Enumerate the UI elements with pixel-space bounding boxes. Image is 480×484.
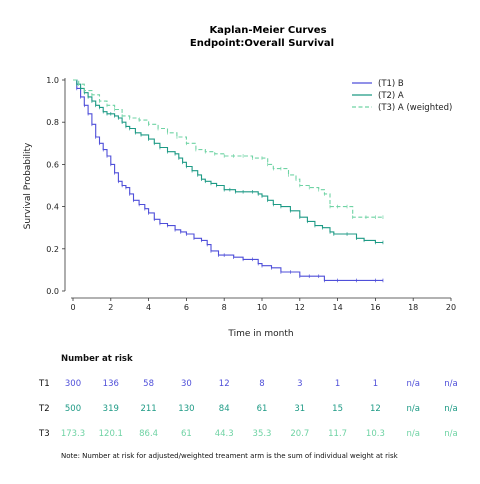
risk-cell: 136 — [103, 379, 119, 389]
x-tick-label: 16 — [370, 303, 380, 312]
risk-cell: 15 — [332, 404, 343, 414]
risk-cell: 11.7 — [328, 429, 347, 439]
x-tick-label: 2 — [108, 303, 113, 312]
risk-cell: 58 — [143, 379, 154, 389]
risk-cell: 61 — [181, 429, 192, 439]
y-axis-label: Survival Probability — [23, 142, 33, 229]
x-tick-label: 18 — [408, 303, 418, 312]
risk-cell: 319 — [103, 404, 119, 414]
risk-cell: 35.3 — [253, 429, 272, 439]
risk-cell: 3 — [297, 379, 302, 389]
risk-cell: 120.1 — [99, 429, 123, 439]
legend-label: (T1) B — [378, 79, 404, 89]
risk-cell: 10.3 — [366, 429, 385, 439]
survival-curve-t3-a-weighted — [73, 79, 383, 218]
y-tick-label: 0.6 — [46, 160, 59, 169]
risk-cell: 1 — [373, 379, 378, 389]
risk-cell: 211 — [140, 404, 156, 414]
risk-cell: 20.7 — [290, 429, 309, 439]
risk-cell: 300 — [65, 379, 81, 389]
risk-cell: 86.4 — [139, 429, 158, 439]
x-tick-label: 20 — [446, 303, 456, 312]
x-tick-label: 0 — [70, 303, 75, 312]
risk-row-label: T2 — [38, 404, 50, 414]
x-axis-label: Time in month — [227, 329, 293, 339]
risk-cell: 44.3 — [215, 429, 234, 439]
y-tick-label: 0.0 — [46, 287, 59, 296]
risk-cell: n/a — [444, 404, 457, 414]
risk-table: T1 300 136 58 30 12 8 3 1 1 n/a n/aT2 500 319 211 130 84… — [38, 379, 458, 439]
risk-table-title: Number at risk — [61, 354, 133, 364]
y-tick-label: 0.8 — [46, 118, 59, 127]
survival-curves — [73, 79, 384, 283]
risk-table-note: Note: Number at risk for adjusted/weight… — [61, 452, 399, 460]
risk-cell: 31 — [294, 404, 305, 414]
x-tick-label: 12 — [295, 303, 305, 312]
risk-cell: n/a — [444, 429, 457, 439]
chart-subtitle: Endpoint:Overall Survival — [190, 38, 334, 49]
risk-cell: 12 — [370, 404, 381, 414]
axes: 0 2 4 6 8 10 12 14 16 18 20 0.0 0.2 0.4 0.6 0.8 1.0 — [46, 76, 456, 312]
risk-row-label: T1 — [38, 379, 50, 389]
risk-cell: n/a — [406, 429, 419, 439]
risk-cell: 1 — [335, 379, 340, 389]
risk-row-label: T3 — [38, 429, 50, 439]
risk-cell: 173.3 — [61, 429, 85, 439]
legend: (T1) B (T2) A (T3) A (weighted) — [352, 79, 452, 113]
x-tick-label: 4 — [146, 303, 151, 312]
risk-cell: n/a — [406, 404, 419, 414]
survival-curve-t2-a — [73, 79, 383, 244]
y-tick-label: 0.2 — [46, 245, 59, 254]
y-tick-label: 0.4 — [46, 203, 59, 212]
survival-curve-t1-b — [73, 79, 383, 281]
risk-cell: 61 — [257, 404, 268, 414]
x-tick-label: 8 — [222, 303, 227, 312]
risk-cell: 8 — [259, 379, 264, 389]
risk-cell: 30 — [181, 379, 192, 389]
risk-cell: 130 — [178, 404, 194, 414]
legend-label: (T3) A (weighted) — [378, 103, 452, 113]
risk-cell: n/a — [406, 379, 419, 389]
y-tick-label: 1.0 — [46, 76, 59, 85]
risk-cell: 84 — [219, 404, 230, 414]
x-tick-label: 14 — [333, 303, 343, 312]
x-tick-label: 6 — [184, 303, 189, 312]
legend-label: (T2) A — [378, 91, 404, 101]
risk-cell: n/a — [444, 379, 457, 389]
risk-cell: 12 — [219, 379, 230, 389]
x-tick-label: 10 — [257, 303, 267, 312]
risk-cell: 500 — [65, 404, 81, 414]
chart-title: Kaplan-Meier Curves — [209, 25, 326, 36]
